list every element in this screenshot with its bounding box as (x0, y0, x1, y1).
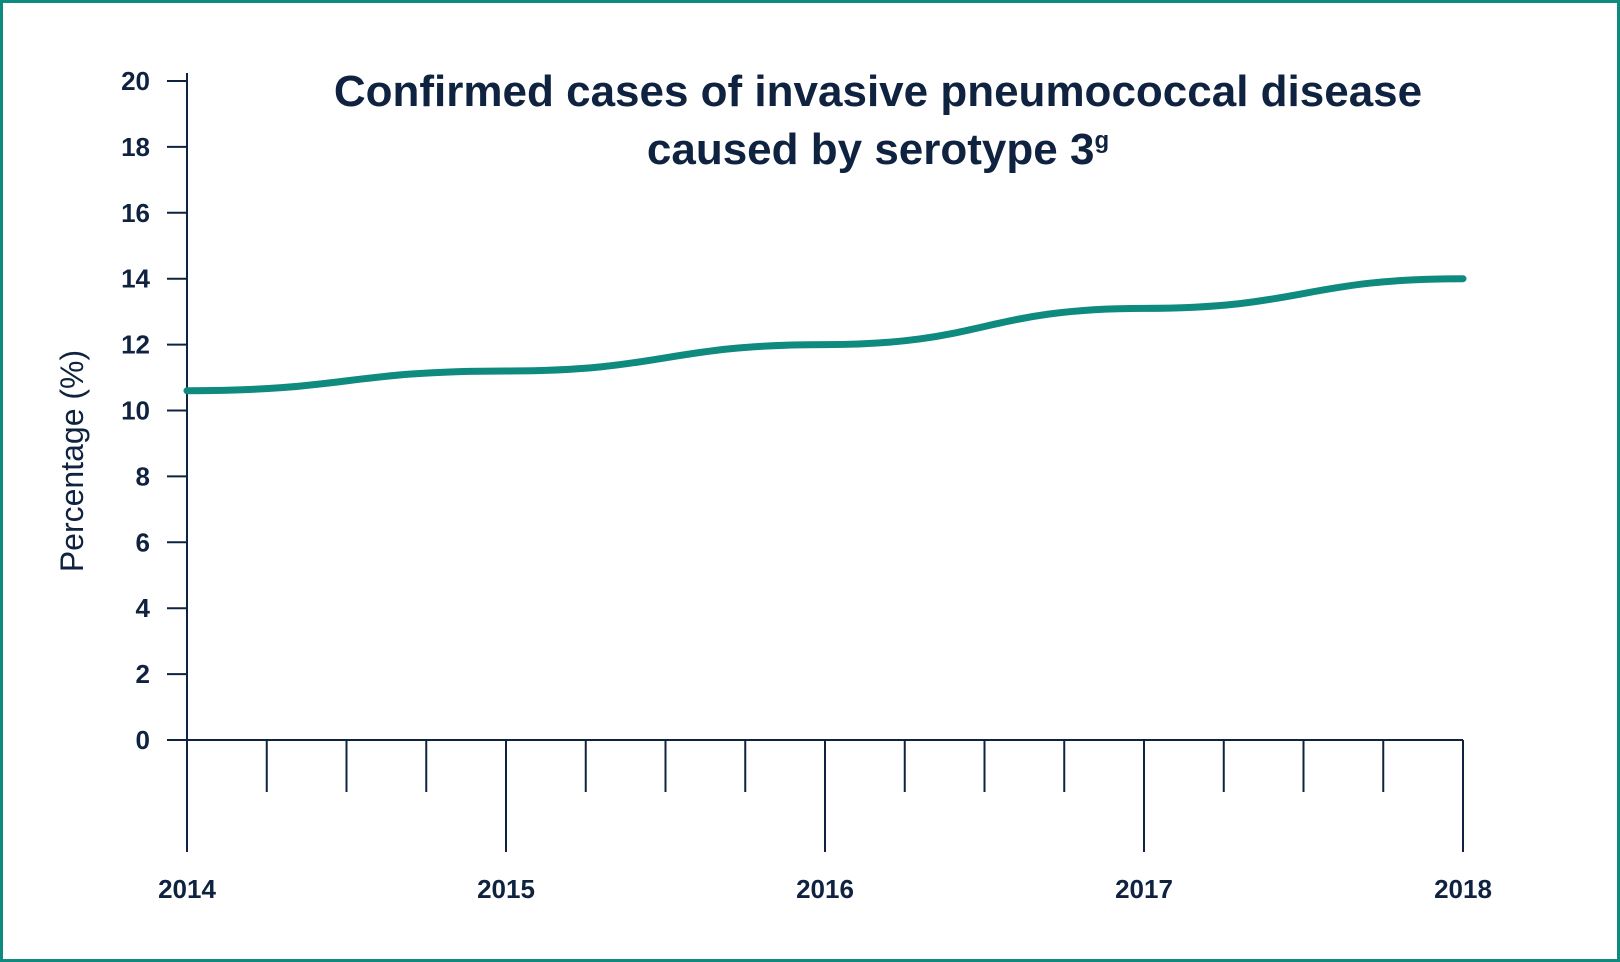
x-tick-label: 2014 (158, 874, 216, 904)
chart-title: Confirmed cases of invasive pneumococcal… (334, 67, 1422, 116)
chart-title-line2: caused by serotype 3 (647, 125, 1095, 174)
y-tick-label: 4 (136, 593, 151, 623)
y-tick-label: 0 (136, 725, 150, 755)
y-tick-label: 10 (121, 396, 150, 426)
chart-title-superscript: g (1094, 127, 1109, 154)
series-layer (183, 275, 1467, 395)
chart-title-line1: Confirmed cases of invasive pneumococcal… (334, 67, 1422, 116)
x-tick-label: 2015 (477, 874, 535, 904)
y-tick-label: 2 (136, 659, 150, 689)
series-line (183, 275, 1467, 395)
y-axis-title: Percentage (%) (54, 350, 90, 572)
y-tick-label: 14 (121, 264, 150, 294)
y-tick-label: 6 (136, 527, 150, 557)
y-tick-label: 20 (121, 66, 150, 96)
y-tick-label: 12 (121, 330, 150, 360)
x-tick-label: 2018 (1434, 874, 1492, 904)
x-tick-label: 2016 (796, 874, 854, 904)
chart-title-second-line: caused by serotype 3g (647, 125, 1109, 174)
axes-layer: 0 2 4 6 8 10 12 14 16 18 20 2014 2015 2016 2017 2018 (121, 66, 1492, 904)
y-tick-label: 18 (121, 132, 150, 162)
y-tick-label: 16 (121, 198, 150, 228)
y-tick-label: 8 (136, 461, 150, 491)
x-tick-label: 2017 (1115, 874, 1173, 904)
